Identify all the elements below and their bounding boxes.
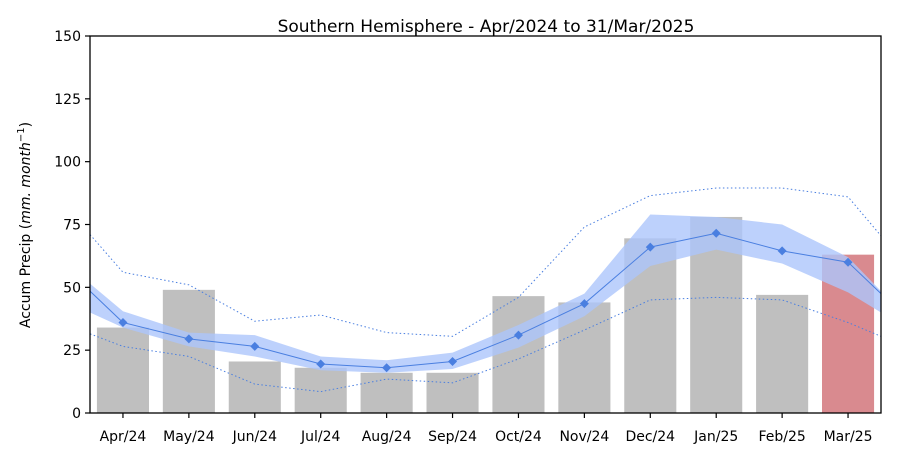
bar-4	[360, 372, 413, 413]
mean-line	[89, 232, 882, 369]
x-axis: Apr/24 May/24 Jun/24 Jul/24 Aug/24 Sep/24 Oct/…	[100, 413, 873, 445]
mean-marker-8	[645, 242, 655, 252]
bar-1	[162, 289, 215, 413]
mean-marker-4	[382, 363, 392, 373]
bar-2	[228, 361, 281, 413]
x-tick-label-7: Nov/24	[559, 429, 609, 445]
mean-marker-0	[118, 318, 128, 328]
y-axis-label-close: )	[18, 122, 34, 127]
y-tick-label-125: 125	[54, 92, 81, 108]
bar-0	[96, 327, 149, 413]
y-tick-label-0: 0	[72, 406, 81, 422]
x-tick-label-11: Mar/25	[824, 429, 873, 445]
y-tick-label-100: 100	[54, 155, 81, 171]
bar-10	[756, 294, 809, 413]
envelope-lower-line	[89, 296, 882, 393]
y-axis-label-exponent: −1	[16, 127, 27, 142]
mean-marker-5	[448, 356, 458, 366]
y-axis-label-text: Accum Precip (	[18, 224, 34, 328]
mean-marker-2	[250, 341, 260, 351]
x-tick-label-10: Feb/25	[758, 429, 805, 445]
y-tick-label-75: 75	[63, 218, 81, 234]
mean-marker-11	[843, 257, 853, 267]
mean-marker-10	[777, 246, 787, 256]
x-tick-label-6: Oct/24	[495, 429, 542, 445]
mean-marker-6	[513, 330, 523, 340]
mean-marker-3	[316, 359, 326, 369]
y-axis: 0 25 50 75 100 125 150	[54, 29, 90, 422]
mean-marker-7	[579, 299, 589, 309]
x-tick-label-4: Aug/24	[362, 429, 412, 445]
x-tick-label-3: Jul/24	[300, 429, 341, 445]
bar-6	[492, 296, 545, 413]
y-tick-label-25: 25	[63, 343, 81, 359]
spread-band	[90, 214, 881, 373]
bar-5	[426, 372, 479, 413]
x-tick-label-2: Jun/24	[232, 429, 277, 445]
y-tick-label-150: 150	[54, 29, 81, 45]
y-tick-label-50: 50	[63, 280, 81, 296]
chart-title: Southern Hemisphere - Apr/2024 to 31/Mar…	[278, 17, 695, 37]
x-tick-label-1: May/24	[163, 429, 215, 445]
x-tick-label-0: Apr/24	[100, 429, 147, 445]
x-tick-label-8: Dec/24	[625, 429, 675, 445]
envelope-upper-line	[89, 187, 882, 337]
mean-marker-9	[711, 228, 721, 238]
y-axis-label-unit: mm. month	[18, 142, 34, 224]
mean-marker-1	[184, 334, 194, 344]
x-tick-label-5: Sep/24	[428, 429, 477, 445]
y-axis-label: Accum Precip (mm. month−1)	[16, 122, 34, 328]
x-tick-label-9: Jan/25	[693, 429, 738, 445]
bar-3	[294, 367, 347, 413]
